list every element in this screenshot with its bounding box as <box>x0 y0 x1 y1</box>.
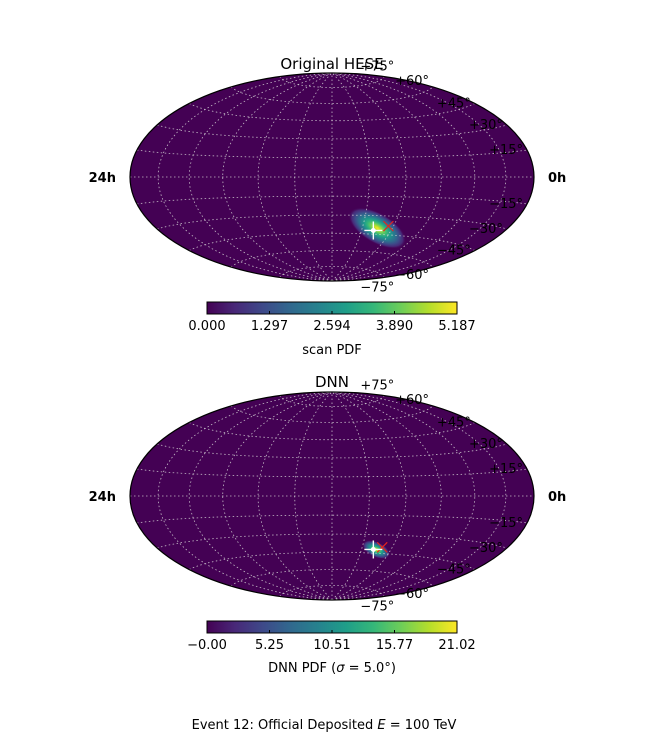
sky-outline <box>129 72 535 282</box>
colorbar: −0.00 5.25 10.51 15.77 21.02 <box>187 620 476 653</box>
right-ascension-gridline <box>294 73 333 281</box>
declination-label: +30° <box>469 437 503 452</box>
best-fit-marker <box>376 541 388 553</box>
panel-title: DNN <box>315 373 349 391</box>
colorbar-tick-label: 2.594 <box>313 319 350 334</box>
declination-gridline <box>230 86 434 104</box>
declination-label: −30° <box>469 541 503 556</box>
colorbar-tick-label: 21.02 <box>438 638 475 653</box>
ra-label-left: 24h <box>89 171 116 186</box>
declination-label: +30° <box>469 118 503 133</box>
probability-hotspot <box>348 207 407 249</box>
colorbar-label-suffix: = 5.0°) <box>344 661 395 676</box>
declination-gridline <box>230 405 434 423</box>
declination-label: +45° <box>437 97 471 112</box>
declination-gridline <box>156 214 508 230</box>
declination-label: +15° <box>489 143 523 158</box>
declination-gridline <box>189 232 475 251</box>
right-ascension-gridline <box>157 73 333 281</box>
right-ascension-gridline <box>331 392 370 600</box>
colorbar-label: scan PDF <box>302 343 362 358</box>
colorbar-tick-label: 3.890 <box>376 319 413 334</box>
colorbar-tick-label: 10.51 <box>313 638 350 653</box>
colorbar-tick-label: 5.187 <box>438 319 475 334</box>
declination-labels: +75°+60° +45° +30° +15° −15° −30° −45° −60°−75° <box>360 379 523 615</box>
skymap-heatmap <box>129 72 535 282</box>
right-ascension-gridline <box>222 392 333 600</box>
declination-label: −15° <box>489 197 523 212</box>
declination-label: −15° <box>489 516 523 531</box>
declination-label: −75° <box>360 599 394 614</box>
declination-gridline <box>230 569 434 587</box>
declination-label: +45° <box>437 416 471 431</box>
colorbar-tick-label: 0.000 <box>188 319 225 334</box>
right-ascension-gridline <box>294 392 333 600</box>
right-ascension-gridline <box>331 73 442 281</box>
colorbar-tick-label: 1.297 <box>251 319 288 334</box>
skymap-heatmap <box>129 391 535 601</box>
right-ascension-gridline <box>222 73 333 281</box>
right-ascension-gridline <box>331 73 507 281</box>
colorbar-tick-label: 15.77 <box>376 638 413 653</box>
declination-label: +60° <box>395 74 429 89</box>
true-direction-marker <box>364 540 383 559</box>
right-ascension-gridline <box>331 392 507 600</box>
colorbar-label-sigma: σ <box>336 661 345 676</box>
declination-gridline <box>156 443 508 459</box>
declination-gridline <box>156 124 508 140</box>
declination-label: +75° <box>360 60 394 75</box>
colorbar: 0.000 1.297 2.594 3.890 5.187 <box>188 301 476 334</box>
skymap-panel-dnn: DNN +75°+60° +45° +30° +15° −15° −30° −45° −60°… <box>89 373 567 676</box>
ra-label-right: 0h <box>548 490 566 505</box>
colorbar-label: DNN PDF (σ = 5.0°) <box>268 661 396 676</box>
declination-gridline <box>189 551 475 570</box>
right-ascension-gridline <box>331 392 442 600</box>
declination-label: −60° <box>395 268 429 283</box>
declination-label: +75° <box>360 379 394 394</box>
declination-label: −75° <box>360 280 394 295</box>
caption-value: = 100 TeV <box>386 718 457 733</box>
declination-gridline <box>156 533 508 549</box>
colorbar-tick-label: 5.25 <box>255 638 284 653</box>
declination-gridline <box>230 250 434 268</box>
skymap-panel-original-hese: Original HESE +75°+60° +45° +30° +15° −15° −3… <box>89 55 567 358</box>
panel-title: Original HESE <box>280 55 383 73</box>
right-ascension-gridline <box>157 392 333 600</box>
ra-label-left: 24h <box>89 490 116 505</box>
figure-caption: Event 12: Official Deposited E = 100 TeV <box>192 718 457 733</box>
sky-outline <box>129 391 535 601</box>
declination-label: −60° <box>395 587 429 602</box>
declination-label: −30° <box>469 222 503 237</box>
caption-energy-symbol: E <box>377 718 386 733</box>
true-direction-marker <box>364 221 383 240</box>
ra-label-right: 0h <box>548 171 566 186</box>
colorbar-label-prefix: DNN PDF ( <box>268 661 336 676</box>
declination-labels: +75°+60° +45° +30° +15° −15° −30° −45° −60°−75° <box>360 60 523 296</box>
colorbar-tick-label: −0.00 <box>187 638 227 653</box>
right-ascension-gridline <box>331 73 370 281</box>
best-fit-marker <box>382 220 394 232</box>
declination-label: +15° <box>489 462 523 477</box>
declination-label: −45° <box>437 244 471 259</box>
declination-label: +60° <box>395 393 429 408</box>
caption-prefix: Event 12: Official Deposited <box>192 718 378 733</box>
declination-label: −45° <box>437 563 471 578</box>
